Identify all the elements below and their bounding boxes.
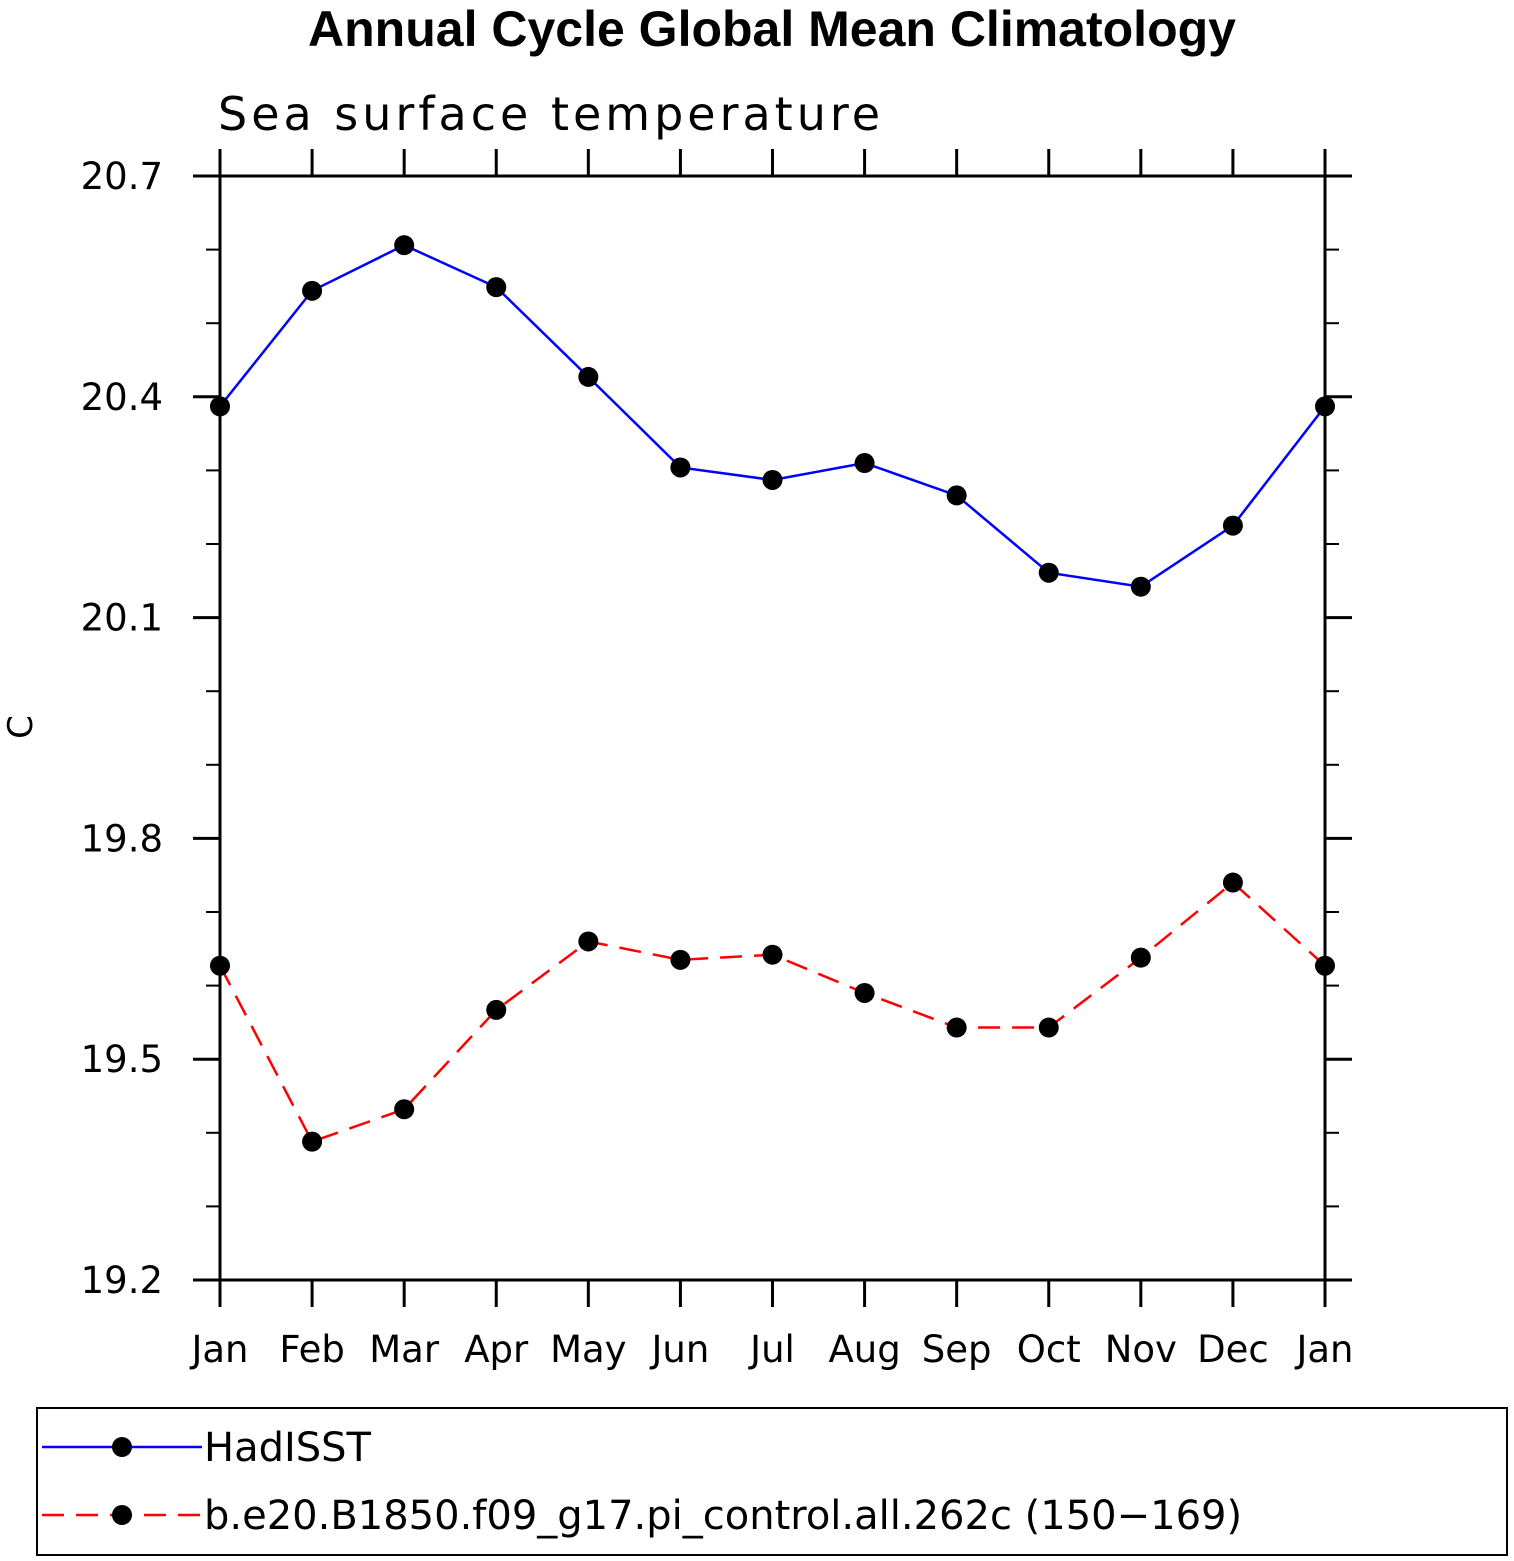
legend-marker-0 [112, 1437, 132, 1457]
y-axis-label: C [1, 715, 41, 739]
chart-subtitle: Sea surface temperature [218, 87, 884, 141]
series-0-point [1315, 396, 1335, 417]
x-tick-label: Dec [1197, 1328, 1269, 1371]
x-tick-label: Aug [828, 1328, 900, 1371]
legend-box [36, 1407, 1508, 1556]
x-tick-label: Jan [189, 1328, 248, 1371]
series-1-point [762, 944, 783, 965]
legend-label-1: b.e20.B1850.f09_g17.pi_control.all.262c … [204, 1493, 1242, 1539]
y-tick-label: 20.1 [81, 597, 163, 640]
y-tick-label: 20.4 [81, 376, 163, 419]
y-tick-label: 20.7 [81, 155, 163, 198]
x-tick-label: Jan [1294, 1328, 1353, 1371]
series-1-point [1130, 947, 1151, 968]
x-tick-label: May [550, 1328, 627, 1371]
y-tick-label: 19.2 [81, 1259, 163, 1302]
axes: Jan Feb Mar Apr May Jun Jul Aug Sep Oct Nov Dec Jan 2… [81, 149, 1354, 1371]
series-1-point [670, 949, 691, 970]
series-line-1 [218, 880, 1326, 1144]
x-tick-label: Mar [369, 1328, 440, 1371]
series-layer [210, 235, 1335, 1152]
chart-title: Annual Cycle Global Mean Climatology [308, 1, 1236, 57]
x-tick-label: Oct [1017, 1328, 1081, 1371]
series-line-0 [219, 243, 1326, 588]
series-1-point [854, 982, 875, 1003]
x-tick-label: Jun [650, 1328, 710, 1371]
x-tick-label: Feb [279, 1328, 345, 1371]
series-0-point [762, 469, 783, 490]
x-tick-label: Sep [922, 1328, 992, 1371]
x-tick-label: Nov [1105, 1328, 1177, 1371]
series-1-point [394, 1099, 415, 1120]
series-0-point [302, 280, 323, 301]
series-0-point [1222, 515, 1243, 536]
series-1-point [486, 999, 507, 1020]
series-0-point [854, 453, 875, 474]
series-0-point [946, 485, 967, 506]
series-0-point [1038, 562, 1059, 583]
x-tick-label: Jul [748, 1328, 795, 1371]
legend-marker-1 [112, 1505, 132, 1525]
series-0-point [1130, 576, 1151, 597]
y-tick-label: 19.8 [81, 817, 163, 860]
x-tick-label: Apr [464, 1328, 529, 1371]
legend-label-0: HadISST [204, 1425, 372, 1471]
legend: HadISST b.e20.B1850.f09_g17.pi_control.al… [42, 1425, 1242, 1539]
series-0-point [486, 277, 507, 298]
series-1-point [578, 931, 599, 952]
y-tick-label: 19.5 [81, 1038, 163, 1081]
series-1-point [946, 1017, 967, 1038]
series-0-point [394, 235, 415, 256]
series-1-point [210, 955, 230, 976]
series-1-point [302, 1131, 323, 1152]
series-0-point [578, 366, 599, 387]
series-0-point [210, 396, 230, 417]
series-1-point [1038, 1017, 1059, 1038]
series-0-point [670, 457, 691, 478]
series-1-point [1222, 872, 1243, 893]
series-1-point [1315, 955, 1335, 976]
